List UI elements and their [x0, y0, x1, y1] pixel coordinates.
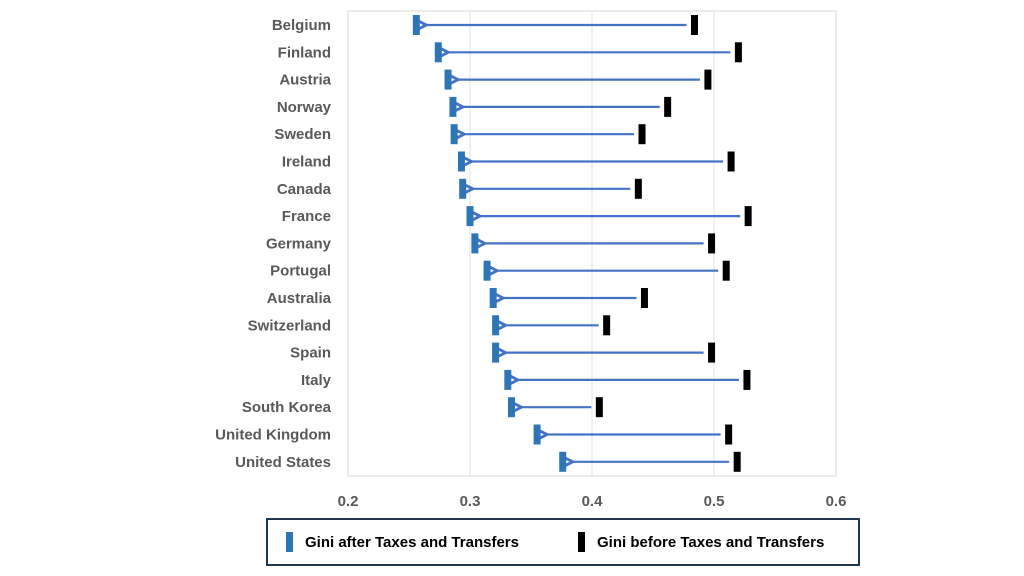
legend-label-after: Gini after Taxes and Transfers	[305, 533, 519, 551]
x-tick-label: 0.3	[460, 493, 481, 510]
plot-area-frame	[347, 10, 837, 477]
category-label: Belgium	[272, 17, 331, 34]
category-labels: Belgium Finland Austria Norway Sweden Ireland…	[215, 17, 331, 471]
marker-after	[492, 315, 500, 336]
category-label: Italy	[301, 372, 332, 389]
marker-before	[743, 369, 751, 390]
legend-item-after: Gini after Taxes and Transfers	[286, 520, 519, 564]
legend-swatch-before	[578, 532, 585, 552]
legend-label-before: Gini before Taxes and Transfers	[597, 533, 825, 551]
marker-after	[459, 178, 467, 199]
marker-after	[434, 42, 442, 63]
x-tick-labels: 0.2 0.3 0.4 0.5 0.6	[338, 493, 847, 510]
marker-before	[708, 233, 716, 254]
x-tick-label: 0.5	[704, 493, 725, 510]
marker-before	[704, 69, 712, 90]
marker-before	[664, 96, 672, 117]
marker-after	[492, 342, 500, 363]
category-label: France	[282, 208, 331, 225]
x-tick-label: 0.2	[338, 493, 359, 510]
category-label: Australia	[267, 290, 332, 307]
marker-before	[708, 342, 716, 363]
marker-after	[449, 96, 457, 117]
marker-before	[603, 315, 611, 336]
category-label: Norway	[277, 99, 332, 116]
marker-after	[483, 260, 491, 281]
marker-after	[504, 369, 512, 390]
marker-after	[507, 397, 515, 418]
marker-before	[744, 206, 752, 227]
category-label: Switzerland	[248, 317, 331, 334]
marker-after	[444, 69, 452, 90]
x-tick-label: 0.4	[582, 493, 604, 510]
arrows	[426, 25, 741, 462]
marker-before	[640, 288, 648, 308]
marker-after	[489, 288, 497, 308]
category-label: Canada	[277, 181, 332, 198]
marker-after	[466, 206, 474, 227]
category-label: Spain	[290, 345, 331, 362]
marker-after	[412, 15, 420, 35]
legend-item-before: Gini before Taxes and Transfers	[578, 520, 824, 564]
legend: Gini after Taxes and Transfers Gini befo…	[266, 518, 860, 566]
marker-before	[722, 260, 730, 281]
marker-before	[638, 124, 646, 145]
marker-before	[733, 451, 741, 472]
category-label: Sweden	[274, 126, 331, 143]
category-label: United States	[235, 454, 331, 471]
marker-after	[559, 451, 567, 472]
category-label: Ireland	[282, 154, 331, 171]
category-label: Germany	[266, 235, 332, 252]
markers	[412, 15, 752, 472]
marker-before	[595, 397, 603, 418]
marker-after	[457, 151, 465, 172]
legend-swatch-after	[286, 532, 293, 552]
gini-arrow-chart: Belgium Finland Austria Norway Sweden Ireland…	[215, 10, 847, 510]
category-label: South Korea	[242, 399, 332, 416]
marker-after	[533, 424, 541, 445]
x-tick-label: 0.6	[826, 493, 847, 510]
marker-before	[690, 15, 698, 35]
marker-before	[734, 42, 742, 63]
category-label: Finland	[278, 44, 331, 61]
marker-before	[634, 178, 642, 199]
marker-after	[471, 233, 479, 254]
marker-before	[727, 151, 735, 172]
category-label: United Kingdom	[215, 427, 331, 444]
category-label: Portugal	[270, 263, 331, 280]
category-label: Austria	[279, 72, 331, 89]
marker-after	[450, 124, 458, 145]
marker-before	[725, 424, 733, 445]
